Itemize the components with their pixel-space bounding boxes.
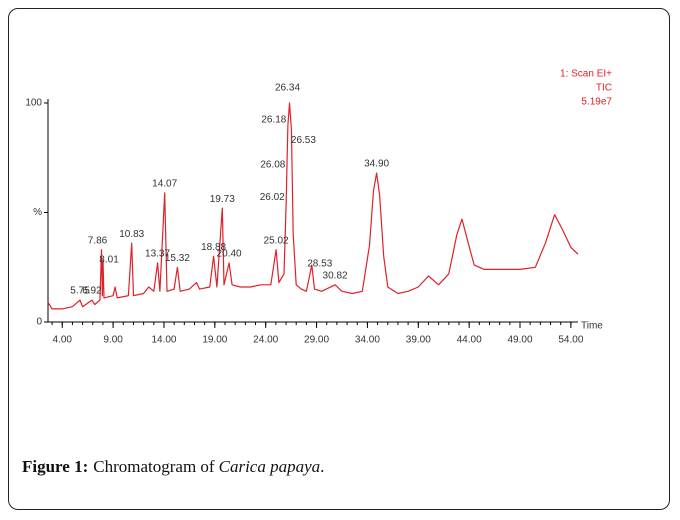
header-text: 1: Scan EI+ [560,69,612,80]
figure-frame [8,8,670,510]
peak-label: 26.18 [261,115,286,126]
peak-label: 28.53 [307,259,332,270]
peak-label: 26.02 [260,192,285,203]
x-tick-label: 29.00 [304,335,329,346]
peak-label: 10.83 [119,229,144,240]
x-tick-label: 9.00 [103,335,123,346]
peak-label: 26.53 [291,135,316,146]
peak-label: 14.07 [152,178,177,189]
x-tick-label: 4.00 [53,335,73,346]
x-axis-label: Time [581,321,603,332]
x-tick-label: 24.00 [253,335,278,346]
peak-label: 30.82 [323,270,348,281]
x-tick-label: 54.00 [558,335,583,346]
caption-text: Chromatogram of [93,457,215,476]
trace [47,102,579,310]
chart: Time 4.00 9.00 14.00 19.00 24.00 29.00 34.00 39.… [25,69,612,346]
x-tick-label: 34.00 [355,335,380,346]
peak-label: 26.08 [260,159,285,170]
x-tick-label: 19.00 [202,335,227,346]
y-tick-label: 100 [25,98,42,109]
caption-end: . [320,457,325,476]
header-text: TIC [596,83,612,94]
x-tick-label: 39.00 [406,335,431,346]
peak-label: 6.92 [82,286,102,297]
x-tick-label: 49.00 [507,335,532,346]
peak-label: 26.34 [275,83,300,94]
peak-label: 18.88 [201,242,226,253]
peak-label: 20.40 [217,249,242,260]
header-text: 5.19e7 [581,97,612,108]
peak-label: 34.90 [364,159,389,170]
peak-label: 25.02 [264,235,289,246]
peak-label: 8.01 [99,254,119,265]
y-tick-label: 0 [36,317,42,328]
peak-label: 15.32 [165,253,190,264]
x-tick-label: 14.00 [151,335,176,346]
peak-label: 5.75 [70,286,90,297]
y-tick-label: % [33,207,42,218]
caption: Figure 1: Chromatogram of Carica papaya. [22,457,324,477]
x-tick-label: 44.00 [457,335,482,346]
caption-label: Figure 1: [22,457,89,476]
peak-label: 13.37 [145,249,170,260]
peak-label: 7.86 [88,235,108,246]
peak-label: 19.73 [210,194,235,205]
caption-species: Carica papaya [218,457,321,476]
